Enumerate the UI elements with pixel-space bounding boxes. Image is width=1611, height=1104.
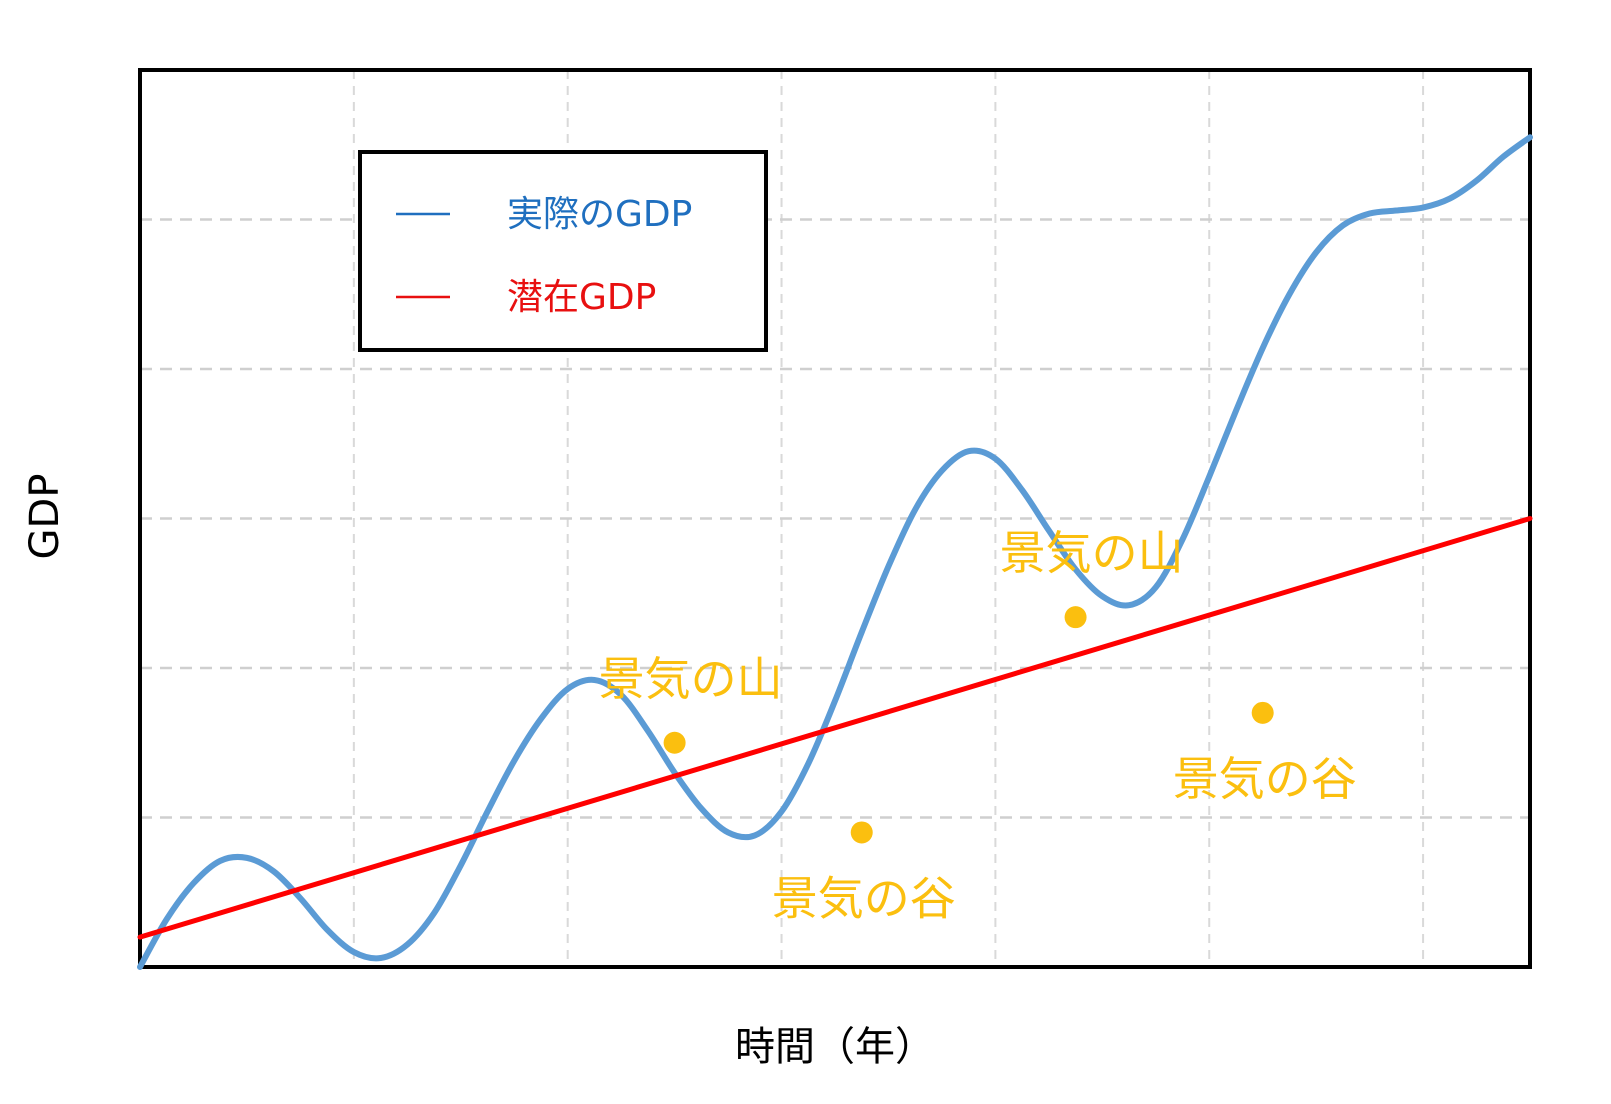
annotation-label-peak: 景気の山 [599,652,783,706]
series-layer [137,134,1533,970]
annotation-markers [663,606,1274,844]
x-axis-title: 時間（年） [735,1024,935,1070]
legend-label-actual-gdp: 実際のGDP [507,194,692,235]
annotation-marker [1251,701,1274,724]
annotation-marker [663,731,686,754]
legend: 実際のGDP 潜在GDP [358,150,768,352]
annotation-label-trough: 景気の谷 [1173,752,1357,806]
annotation-label-trough: 景気の谷 [772,871,956,925]
y-axis-title: GDP [22,474,68,560]
annotation-marker [850,821,873,844]
annotation-marker [1064,606,1087,629]
series-line-actual-gdp [137,134,1533,970]
annotation-label-peak: 景気の山 [1000,526,1184,580]
legend-label-potential-gdp: 潜在GDP [507,277,656,318]
series-line-potential-gdp [137,516,1533,940]
legend-box [358,150,768,352]
grid [140,70,1530,967]
